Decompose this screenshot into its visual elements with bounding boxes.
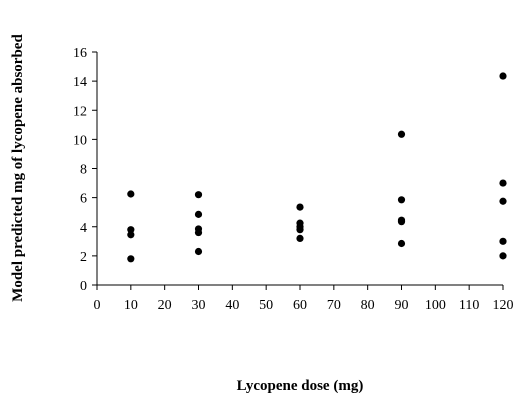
x-axis-ticks: 0 10 20 30 40 50 60 70 80 90 100 110 120 bbox=[94, 285, 514, 313]
data-point bbox=[194, 247, 203, 256]
x-tick-label: 90 bbox=[395, 298, 409, 313]
x-tick-label: 80 bbox=[361, 298, 375, 313]
data-point bbox=[499, 179, 507, 187]
data-point bbox=[194, 191, 203, 199]
plot-area: 0 2 4 6 8 10 12 14 16 0 10 20 30 40 50 60 70 80 90 100 110 1… bbox=[73, 46, 514, 313]
y-tick-label: 6 bbox=[80, 192, 87, 207]
x-tick-label: 30 bbox=[192, 298, 206, 313]
data-point bbox=[194, 210, 203, 218]
data-point bbox=[127, 226, 135, 234]
data-point bbox=[397, 130, 406, 138]
y-tick-label: 4 bbox=[80, 221, 87, 236]
data-point bbox=[194, 228, 203, 237]
data-point bbox=[397, 239, 406, 248]
data-points bbox=[127, 72, 507, 263]
x-axis-title: Lycopene dose (mg) bbox=[237, 378, 364, 394]
x-tick-label: 10 bbox=[124, 298, 138, 313]
y-tick-label: 8 bbox=[80, 163, 87, 178]
data-point bbox=[127, 231, 135, 239]
data-point bbox=[127, 190, 135, 198]
y-tick-label: 16 bbox=[73, 46, 87, 61]
data-point bbox=[397, 218, 406, 226]
y-tick-label: 2 bbox=[80, 250, 87, 265]
x-tick-label: 110 bbox=[459, 298, 479, 313]
data-point bbox=[296, 203, 304, 211]
x-tick-label: 0 bbox=[94, 298, 101, 313]
x-tick-label: 50 bbox=[259, 298, 273, 313]
x-tick-label: 60 bbox=[293, 298, 307, 313]
x-tick-label: 40 bbox=[225, 298, 239, 313]
y-tick-label: 0 bbox=[80, 279, 87, 294]
data-point bbox=[499, 197, 507, 205]
x-tick-label: 20 bbox=[158, 298, 172, 313]
data-point bbox=[499, 72, 507, 80]
x-tick-label: 100 bbox=[425, 298, 446, 313]
y-axis-title: Model predicted mg of lycopene absorbed bbox=[10, 34, 26, 302]
x-tick-label: 70 bbox=[327, 298, 341, 313]
data-point bbox=[127, 255, 135, 263]
y-axis-ticks: 0 2 4 6 8 10 12 14 16 bbox=[73, 46, 97, 294]
y-tick-label: 10 bbox=[73, 133, 87, 148]
data-point bbox=[499, 252, 507, 260]
data-point bbox=[296, 234, 304, 242]
y-tick-label: 12 bbox=[73, 104, 87, 119]
x-tick-label: 120 bbox=[493, 298, 514, 313]
y-tick-label: 14 bbox=[73, 75, 87, 90]
data-point bbox=[499, 237, 507, 245]
data-point bbox=[296, 226, 304, 234]
data-point bbox=[397, 196, 406, 204]
